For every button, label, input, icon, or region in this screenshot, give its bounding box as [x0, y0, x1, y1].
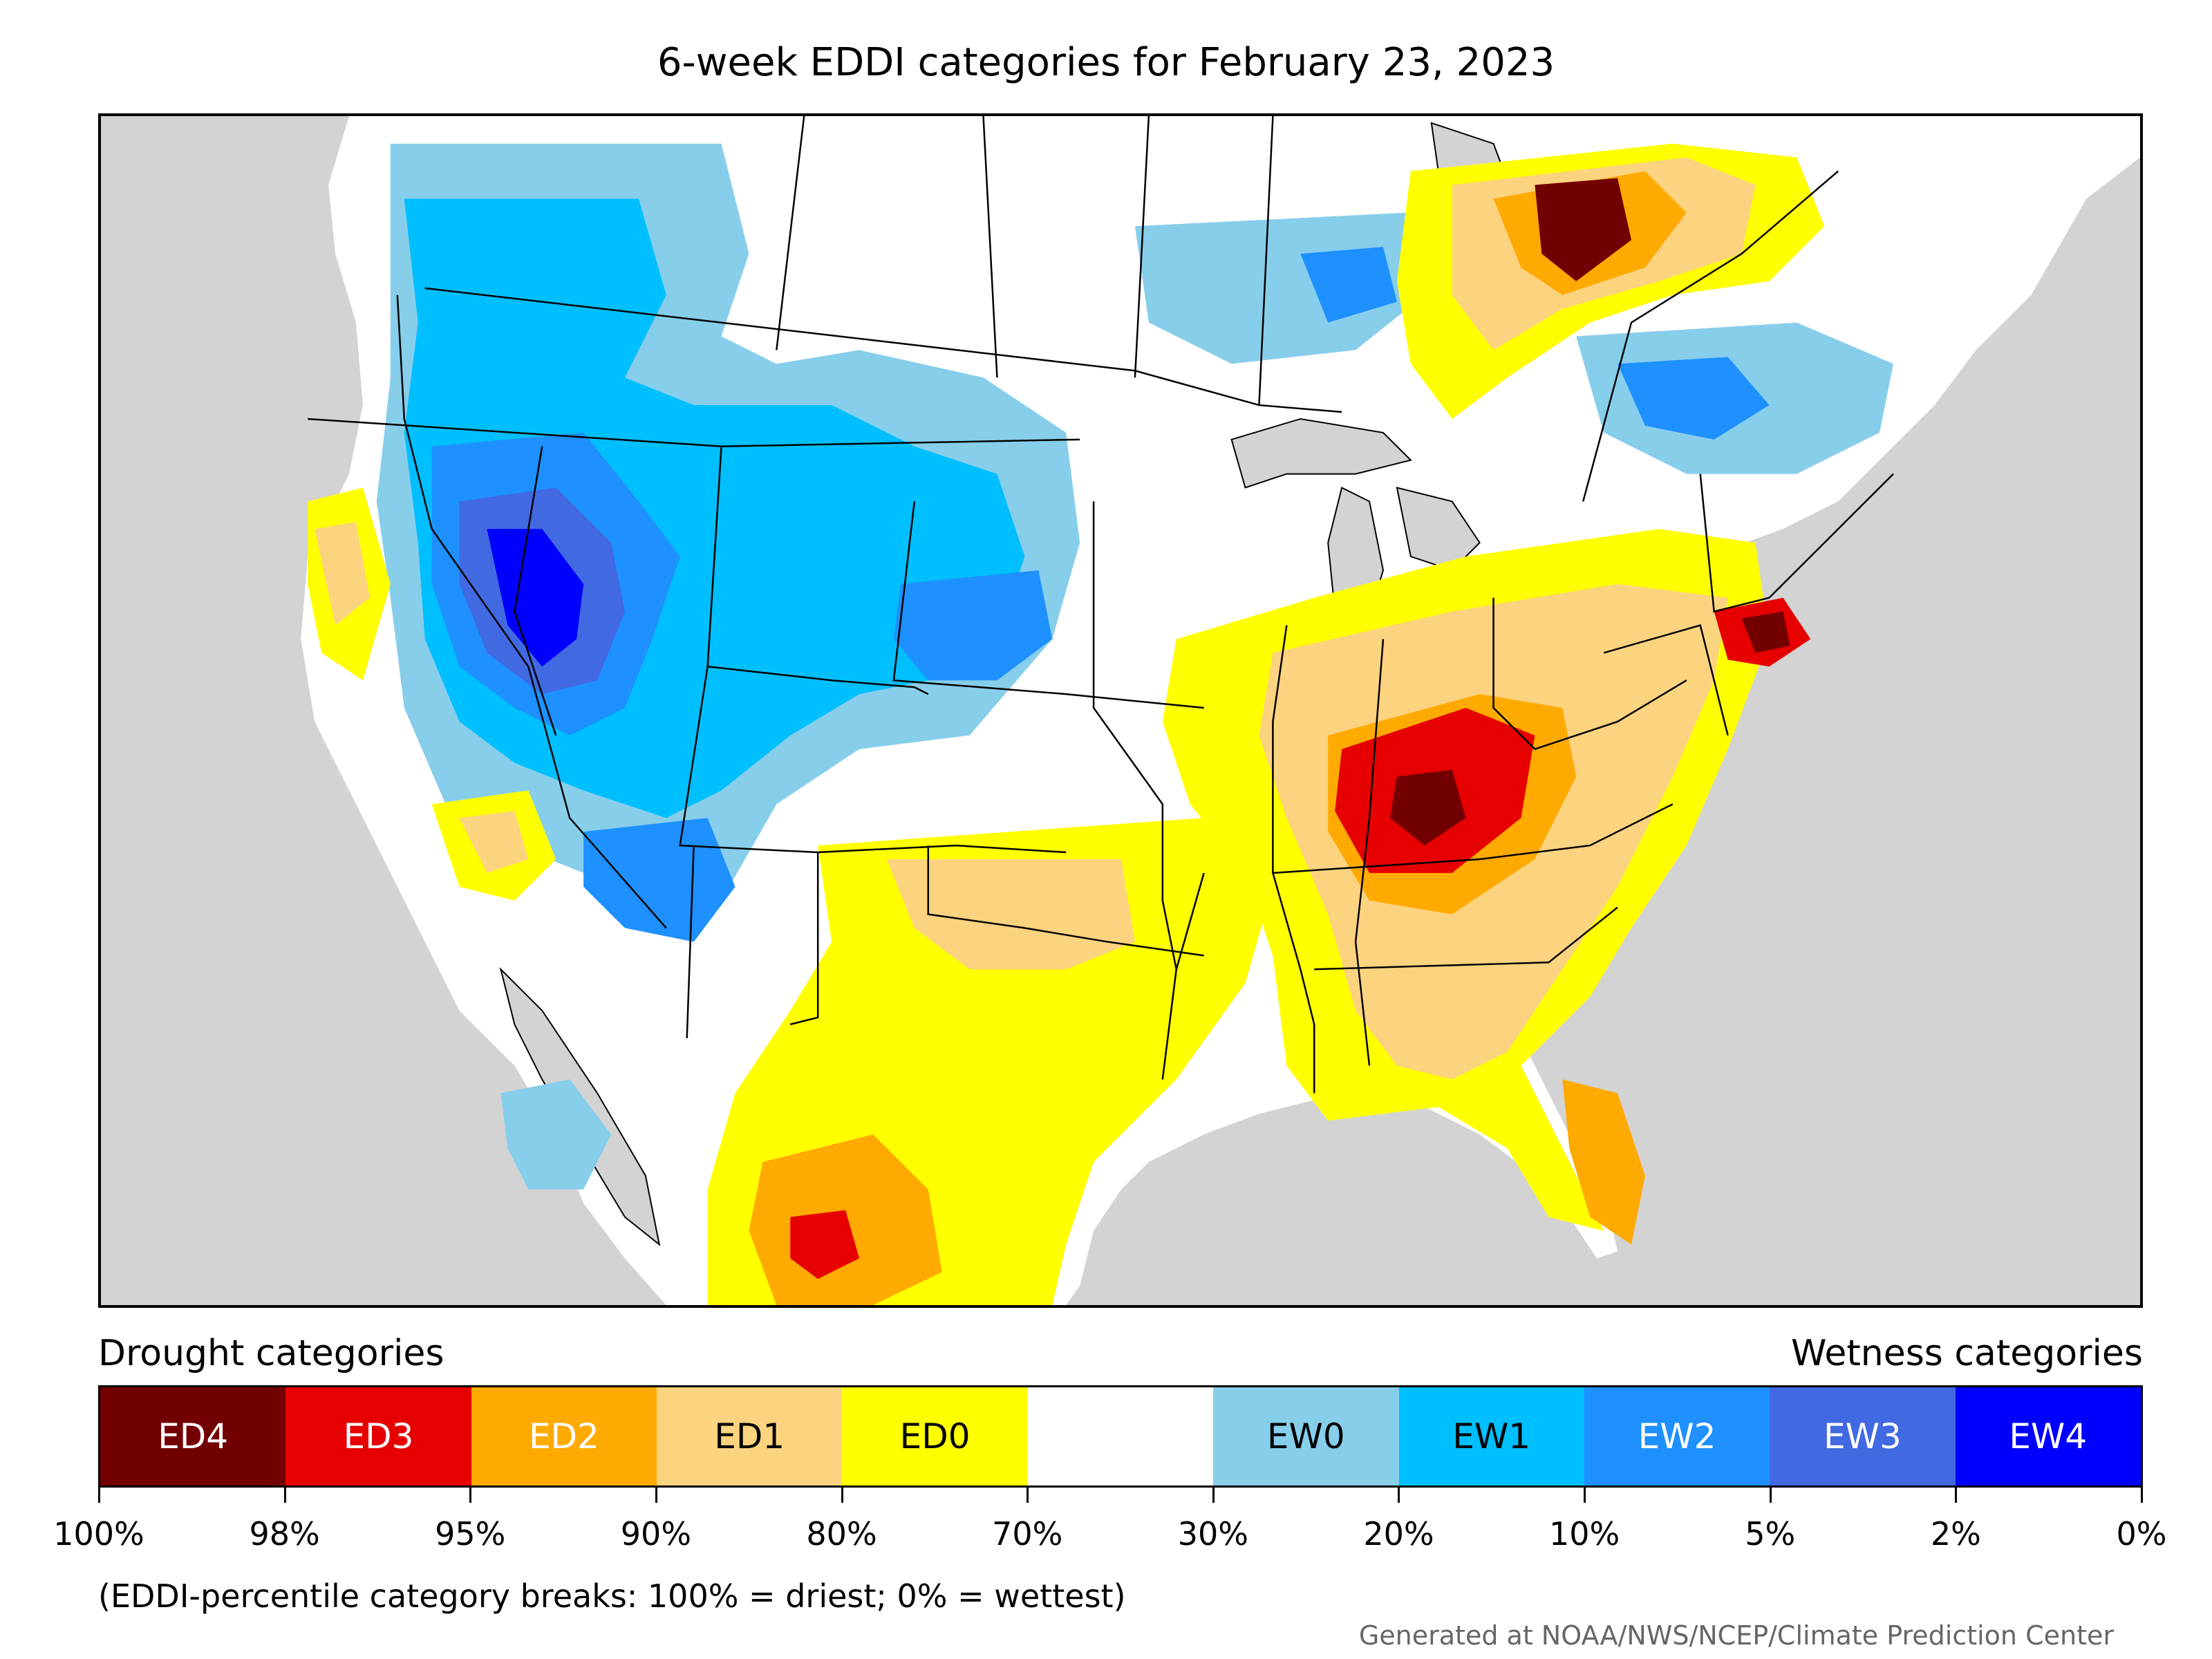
colorbar-tick	[1955, 1488, 1958, 1503]
colorbar-swatch: EW0	[1213, 1387, 1399, 1485]
colorbar-swatch: ED0	[842, 1387, 1028, 1485]
colorbar-swatch: ED3	[285, 1387, 471, 1485]
colorbar-tick-label: 30%	[1177, 1515, 1248, 1553]
colorbar-tick	[1584, 1488, 1586, 1503]
map-title: 6-week EDDI categories for February 23, …	[657, 40, 1555, 85]
drought-heading: Drought categories	[98, 1333, 444, 1374]
credit-line: Generated at NOAA/NWS/NCEP/Climate Predi…	[1358, 1620, 2114, 1651]
wetness-heading: Wetness categories	[1791, 1333, 2143, 1374]
colorbar-tick	[1212, 1488, 1215, 1503]
colorbar-tick	[283, 1488, 286, 1503]
colorbar-swatch: ED1	[657, 1387, 843, 1485]
colorbar-tick-label: 98%	[249, 1515, 320, 1553]
colorbar-tick	[1027, 1488, 1029, 1503]
colorbar-ticks	[98, 1488, 2143, 1503]
colorbar-tick-label: 90%	[620, 1515, 692, 1553]
political-boundaries	[308, 116, 1894, 1094]
colorbar-tick	[1398, 1488, 1400, 1503]
colorbar-tick	[841, 1488, 843, 1503]
colorbar-tick-label: 100%	[53, 1515, 144, 1553]
colorbar-tick	[469, 1488, 472, 1503]
colorbar-swatch	[1027, 1387, 1214, 1485]
map-canvas	[301, 116, 2140, 1305]
colorbar-swatch: EW4	[1955, 1387, 2141, 1485]
colorbar-swatch: EW1	[1398, 1387, 1584, 1485]
wetness-areas	[376, 143, 1893, 1190]
percentile-note: (EDDI-percentile category breaks: 100% =…	[98, 1577, 1126, 1615]
colorbar-swatch: EW3	[1770, 1387, 1956, 1485]
colorbar-swatch: EW2	[1584, 1387, 1770, 1485]
colorbar-tick	[98, 1488, 100, 1503]
colorbar-tick	[1769, 1488, 1772, 1503]
colorbar-tick-label: 10%	[1548, 1515, 1620, 1553]
colorbar-tick-label: 70%	[992, 1515, 1063, 1553]
category-colorbar: ED4 ED3 ED2 ED1 ED0 EW0 EW1 EW2 EW3 EW4	[98, 1385, 2143, 1488]
colorbar-tick-label: 95%	[435, 1515, 506, 1553]
colorbar-tick-label: 2%	[1930, 1515, 1981, 1553]
colorbar-tick-label: 5%	[1745, 1515, 1796, 1553]
colorbar-tick-label: 0%	[2116, 1515, 2167, 1553]
colorbar-tick-label: 20%	[1363, 1515, 1434, 1553]
colorbar-swatch: ED4	[100, 1387, 286, 1485]
colorbar-tick-label: 80%	[806, 1515, 877, 1553]
colorbar-tick	[2141, 1488, 2143, 1503]
colorbar-swatch: ED2	[471, 1387, 657, 1485]
colorbar-tick	[655, 1488, 657, 1503]
eddi-map	[98, 113, 2143, 1308]
